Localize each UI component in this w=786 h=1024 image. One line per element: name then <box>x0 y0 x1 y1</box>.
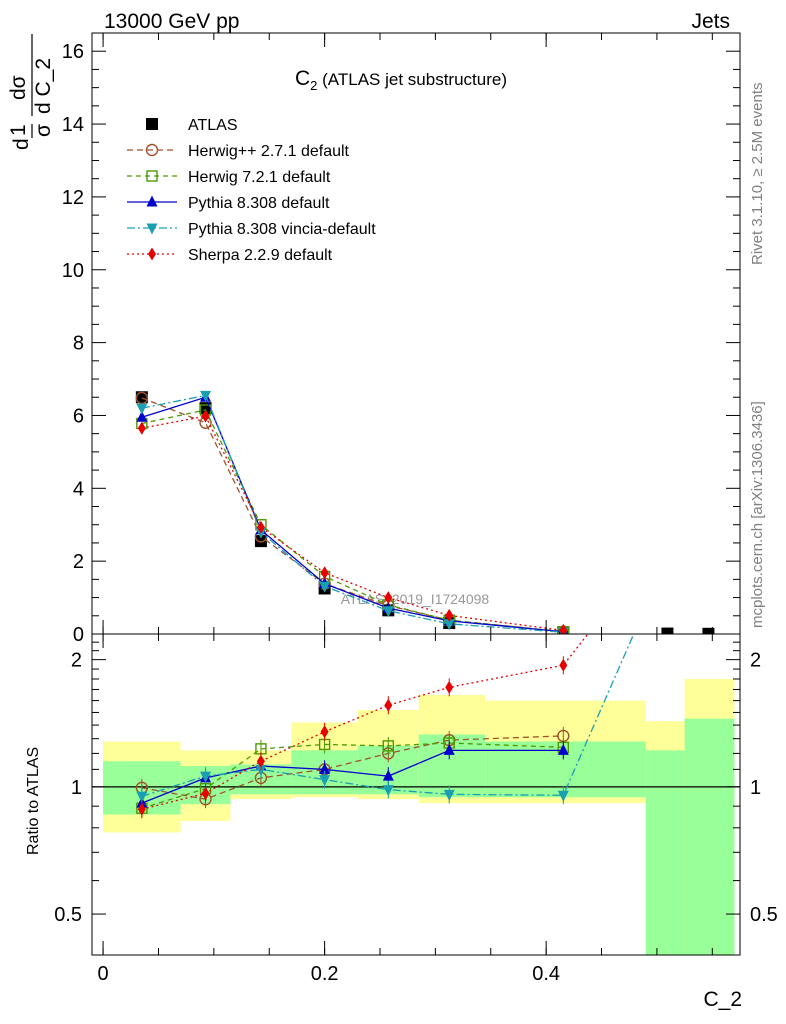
series-5-point-2 <box>256 520 265 534</box>
ratio-line-3 <box>141 634 635 797</box>
series-4-point-0 <box>136 403 148 415</box>
header-left-label: 13000 GeV pp <box>104 10 239 33</box>
series-0-point-7 <box>661 627 674 634</box>
band-green-7 <box>645 750 685 955</box>
legend-marker-2 <box>146 170 158 182</box>
legend: ATLAS Herwig++ 2.7.1 default Herwig 7.2.1 … <box>127 117 376 264</box>
legend-label-3: Pythia 8.308 default <box>188 195 330 212</box>
legend-marker-5 <box>148 247 156 261</box>
series-5-point-6 <box>559 623 568 634</box>
main-ytick-label-4: 8 <box>73 333 84 355</box>
series-5-point-4 <box>384 591 393 605</box>
main-ytick-label-7: 14 <box>62 114 84 136</box>
main-ytick-label-8: 16 <box>62 41 84 63</box>
legend-marker-4 <box>146 223 158 235</box>
ratio-point-2-4 <box>382 769 394 781</box>
series-5-point-3 <box>320 566 329 580</box>
ratio-series-4 <box>137 634 589 819</box>
ratio-panel: 0.5 0.5 1 1 2 2 0 0.2 0.4 C_2 Ratio to ATLAS <box>25 633 778 1011</box>
rivet-version-label: Rivet 3.1.10, ≥ 2.5M events <box>749 83 766 266</box>
header-right-label: Jets <box>691 10 730 33</box>
ratio-point-4-3 <box>320 725 329 739</box>
ratio-point-3-5 <box>443 789 455 801</box>
ylabel-dsigma: dσ <box>7 75 30 100</box>
series-0-point-2 <box>254 535 267 548</box>
series-5-point-1 <box>201 409 210 423</box>
chart-title: C2 (ATLAS jet substructure) <box>295 67 507 93</box>
main-ytick-label-0: 0 <box>73 624 84 646</box>
ratio-point-3-1 <box>200 771 212 783</box>
chart-title-rest: (ATLAS jet substructure) <box>317 70 507 89</box>
legend-label-0: ATLAS <box>188 117 238 134</box>
ratio-point-3-2 <box>255 764 267 776</box>
main-ytick-label-6: 12 <box>62 187 84 209</box>
ratio-point-4-5 <box>445 680 454 694</box>
chart-title-main: C <box>295 67 310 90</box>
ratio-frame <box>91 633 741 956</box>
ratio-xtick-label-0: 0 <box>98 963 109 985</box>
ratio-point-4-4 <box>384 698 393 712</box>
series-3-point-0 <box>136 410 148 422</box>
legend-label-4: Pythia 8.308 vincia-default <box>188 221 376 238</box>
series-0-point-8 <box>702 627 715 634</box>
legend-label-1: Herwig++ 2.7.1 default <box>188 143 350 160</box>
ratio-point-2-3 <box>319 762 331 774</box>
ratio-point-2-6 <box>557 743 569 755</box>
main-ytick-label-3: 6 <box>73 405 84 427</box>
legend-marker-3 <box>146 195 158 207</box>
ratio-point-1-4 <box>382 740 395 752</box>
ratio-point-4-0 <box>137 802 146 816</box>
ratio-point-4-1 <box>201 786 210 800</box>
series-5-point-0 <box>137 421 146 435</box>
ylabel-d: d <box>10 138 33 150</box>
band-green-8 <box>684 718 735 955</box>
ratio-xtick-label-2: 0.4 <box>532 963 560 985</box>
legend-label-5: Sherpa 2.2.9 default <box>188 247 333 264</box>
ratio-plot-area <box>92 634 740 955</box>
series-4-point-4 <box>382 606 394 618</box>
series-4-point-1 <box>200 390 212 402</box>
ratio-xtick-label-1: 0.2 <box>311 963 339 985</box>
ratio-xlabel: C_2 <box>703 988 742 1011</box>
ratio-ytick-label-0: 0.5 <box>54 904 82 926</box>
series-line-4 <box>141 394 564 633</box>
analysis-watermark: ATLAS_2019_I1724098 <box>341 591 490 607</box>
ratio-ytick-label-2: 2 <box>71 650 82 672</box>
main-plot-area <box>135 390 715 634</box>
ratio-line-4 <box>141 634 589 810</box>
ratio-point-4-2 <box>256 754 265 768</box>
series-1-point-0 <box>135 391 149 405</box>
ratio-point-4-6 <box>559 658 568 672</box>
ylabel-one: 1 <box>7 124 30 136</box>
main-ylabel: d 1 σ dσ d C_2 <box>7 34 55 150</box>
legend-label-2: Herwig 7.2.1 default <box>188 169 331 186</box>
ratio-point-2-5 <box>443 743 455 755</box>
ratio-ytick-label-right-2: 2 <box>750 650 761 672</box>
ratio-point-3-0 <box>136 791 148 803</box>
ratio-ytick-label-1: 1 <box>71 777 82 799</box>
series-5-point-5 <box>445 608 454 622</box>
ratio-ylabel: Ratio to ATLAS <box>25 747 42 855</box>
ylabel-sigma: σ <box>32 124 55 137</box>
main-ytick-label-5: 10 <box>62 260 84 282</box>
legend-marker-0 <box>146 118 158 130</box>
main-ytick-label-1: 2 <box>73 551 84 573</box>
series-4-point-5 <box>443 619 455 631</box>
ylabel-dc2: d C_2 <box>32 58 55 114</box>
ratio-series-3 <box>136 634 635 806</box>
series-5 <box>137 409 568 634</box>
mcplots-label: mcplots.cern.ch [arXiv:1306.3436] <box>749 401 766 628</box>
ratio-point-3-3 <box>319 775 331 787</box>
ratio-ytick-label-right-0: 0.5 <box>750 904 778 926</box>
legend-marker-1 <box>145 143 159 157</box>
main-panel: ATLAS_2019_I1724098 0 2 4 6 8 10 12 14 16 d 1 σ dσ d C… <box>7 32 741 646</box>
series-4-point-3 <box>319 581 331 593</box>
chart-title-sub: 2 <box>310 78 317 93</box>
series-0-point-0 <box>135 391 148 404</box>
ratio-point-3-6 <box>557 790 569 802</box>
ratio-point-3-4 <box>382 785 394 797</box>
ratio-ytick-label-right-1: 1 <box>750 777 761 799</box>
main-ytick-label-2: 4 <box>73 478 84 500</box>
